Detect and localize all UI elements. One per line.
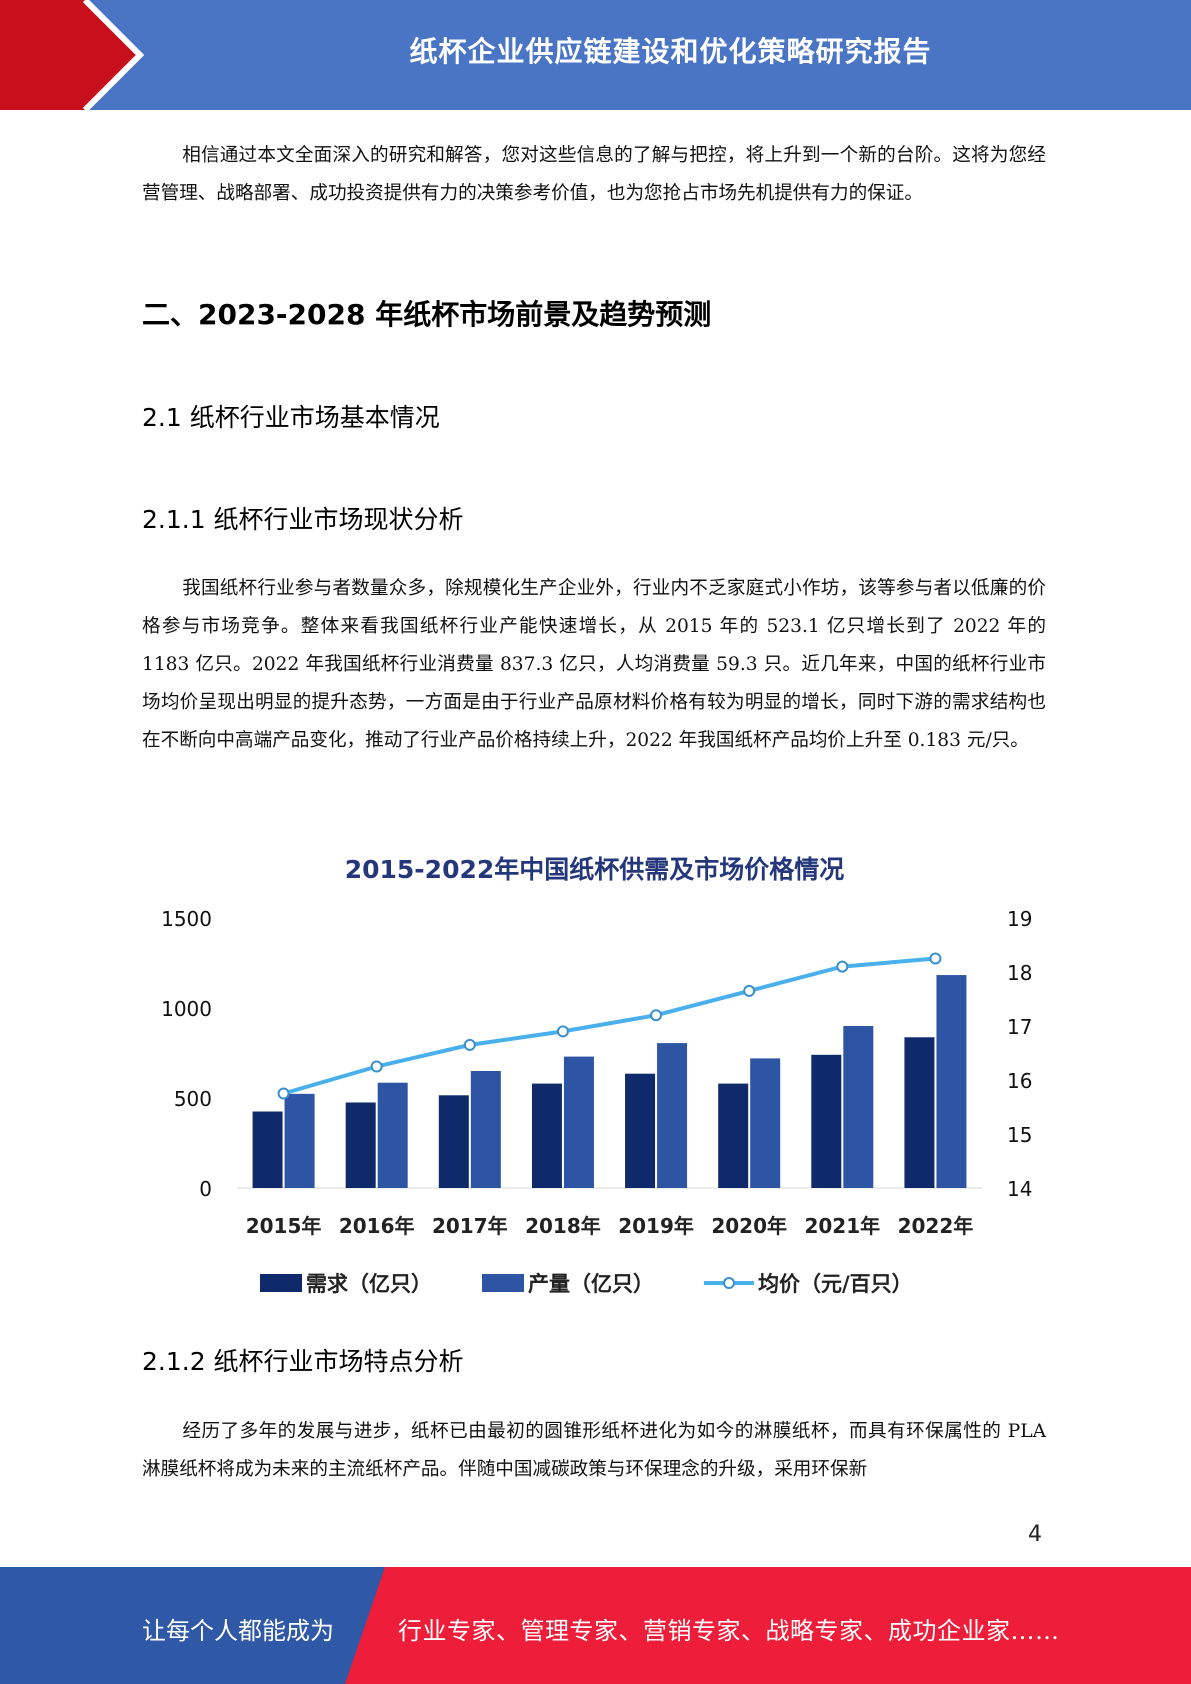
x-tick-label: 2020年 (711, 1214, 787, 1238)
y-right-tick-label: 14 (1007, 1177, 1032, 1201)
bar-demand (625, 1073, 656, 1188)
section-heading: 二、2023-2028 年纸杯市场前景及趋势预测 (142, 298, 712, 331)
price-point (463, 1038, 476, 1051)
bar-output (657, 1043, 688, 1188)
bar-output (750, 1058, 781, 1188)
x-tick-label: 2018年 (525, 1214, 601, 1238)
legend-swatch-marker (723, 1277, 735, 1289)
y-left-tick-label: 0 (199, 1177, 212, 1201)
price-point (743, 984, 756, 997)
intro-text: 相信通过本文全面深入的研究和解答，您对这些信息的了解与把控，将上升到一个新的台阶… (142, 145, 1046, 204)
legend-label: 产量（亿只） (528, 1272, 654, 1296)
bar-demand (531, 1083, 562, 1188)
bar-demand (438, 1095, 469, 1188)
bar-output (936, 975, 967, 1188)
y-right-tick-label: 17 (1007, 1015, 1032, 1039)
x-tick-label: 2021年 (804, 1214, 880, 1238)
y-left-tick-label: 1000 (161, 997, 212, 1021)
y-right-tick-label: 15 (1007, 1123, 1032, 1147)
footer-background (0, 1567, 1191, 1684)
price-point (370, 1060, 383, 1073)
bar-output (377, 1082, 408, 1188)
y-right-tick-label: 16 (1007, 1069, 1032, 1093)
bar-output (843, 1026, 874, 1188)
body-paragraph-2: 经历了多年的发展与进步，纸杯已由最初的圆锥形纸杯进化为如今的淋膜纸杯，而具有环保… (142, 1413, 1046, 1489)
header-red-chevron (0, 0, 145, 110)
x-tick-label: 2015年 (246, 1214, 322, 1238)
legend-label: 需求（亿只） (306, 1272, 432, 1296)
price-point (836, 960, 849, 973)
subsubsection-heading: 2.1.1 纸杯行业市场现状分析 (142, 505, 464, 534)
bar-demand (718, 1083, 749, 1188)
footer-roles: 行业专家、管理专家、营销专家、战略专家、成功企业家…… (398, 1617, 1060, 1645)
body-paragraph-text: 我国纸杯行业参与者数量众多，除规模化生产企业外，行业内不乏家庭式小作坊，该等参与… (142, 578, 1046, 751)
page-footer: 让每个人都能成为 行业专家、管理专家、营销专家、战略专家、成功企业家…… (0, 1567, 1191, 1684)
chart-title: 2015-2022年中国纸杯供需及市场价格情况 (344, 855, 845, 884)
legend-swatch-bar (260, 1274, 302, 1292)
price-line (283, 956, 936, 1096)
header-title: 纸杯企业供应链建设和优化策略研究报告 (409, 35, 932, 68)
bar-demand (252, 1111, 283, 1188)
bar-output (284, 1093, 315, 1188)
body-paragraph-2-text: 经历了多年的发展与进步，纸杯已由最初的圆锥形纸杯进化为如今的淋膜纸杯，而具有环保… (142, 1421, 1046, 1480)
bar-demand (811, 1054, 842, 1188)
intro-paragraph: 相信通过本文全面深入的研究和解答，您对这些信息的了解与把控，将上升到一个新的台阶… (142, 137, 1046, 213)
bar-demand (904, 1037, 935, 1188)
price-point (556, 1025, 569, 1038)
price-point (650, 1009, 663, 1022)
bar-output (470, 1071, 501, 1188)
y-right-tick-label: 19 (1007, 907, 1032, 931)
page-header: 纸杯企业供应链建设和优化策略研究报告 (0, 0, 1191, 110)
bar-demand (345, 1102, 376, 1188)
price-point (277, 1087, 290, 1100)
legend-label: 均价（元/百只） (758, 1272, 913, 1296)
bar-output (563, 1056, 594, 1188)
footer-slogan: 让每个人都能成为 (142, 1617, 334, 1645)
price-point (929, 952, 942, 965)
y-left-tick-label: 1500 (161, 907, 212, 931)
subsection-heading: 2.1 纸杯行业市场基本情况 (142, 403, 440, 432)
chart: 0 500 1000 1500 14 15 16 17 18 19 2015年 2016年 2017年 2… (142, 840, 1047, 1315)
y-right-tick-label: 18 (1007, 961, 1032, 985)
y-left-tick-label: 500 (174, 1087, 212, 1111)
x-tick-label: 2016年 (339, 1214, 415, 1238)
chart-svg: 0 500 1000 1500 14 15 16 17 18 19 2015年 2016年 2017年 2… (161, 907, 1032, 1296)
x-tick-label: 2017年 (432, 1214, 508, 1238)
legend-swatch-bar (482, 1274, 524, 1292)
body-paragraph: 我国纸杯行业参与者数量众多，除规模化生产企业外，行业内不乏家庭式小作坊，该等参与… (142, 570, 1046, 760)
subsubsection-heading-2: 2.1.2 纸杯行业市场特点分析 (142, 1347, 464, 1376)
x-tick-label: 2019年 (618, 1214, 694, 1238)
page-number: 4 (1028, 1522, 1042, 1547)
x-tick-label: 2022年 (898, 1214, 974, 1238)
